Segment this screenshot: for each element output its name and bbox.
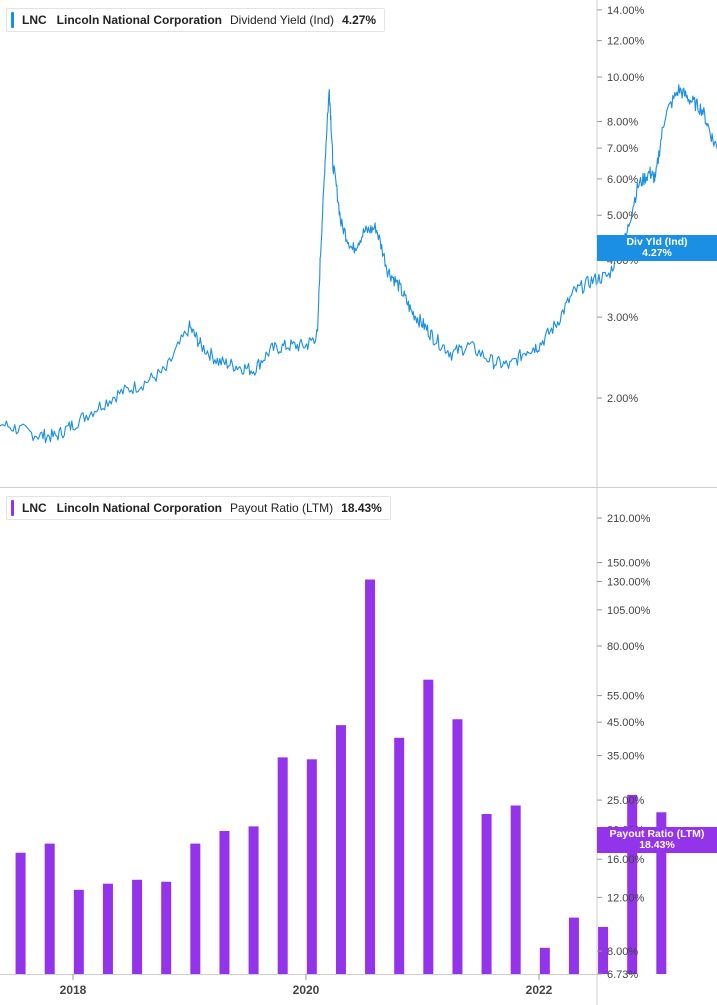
bar-payout-ratio [73, 889, 84, 974]
bar-payout-ratio [539, 947, 550, 974]
bar-payout-ratio [510, 805, 521, 974]
bar-payout-ratio [656, 812, 667, 974]
bar-payout-ratio [248, 826, 259, 974]
y-tick-label: 3.00% [607, 312, 638, 324]
y-tick-label: 210.00% [607, 513, 651, 525]
y-tick-label: 10.00% [607, 72, 645, 84]
y-tick-label: 150.00% [607, 558, 651, 570]
tag-label: Payout Ratio (LTM) [609, 828, 705, 840]
bar-payout-ratio [44, 843, 55, 974]
bar-payout-ratio [568, 917, 579, 974]
bar-payout-ratio [423, 679, 434, 974]
series-color-swatch [11, 500, 14, 516]
bar-payout-ratio [161, 881, 172, 974]
y-tick-label: 6.00% [607, 174, 638, 186]
y-tick-label: 12.00% [607, 892, 645, 904]
legend-company: Lincoln National Corporation [56, 501, 222, 515]
bar-payout-ratio [306, 759, 317, 974]
legend-ticker: LNC [22, 501, 47, 515]
y-tick-label: 25.00% [607, 795, 645, 807]
y-tick-label: 130.00% [607, 577, 651, 589]
x-tick-label: 2018 [60, 983, 87, 997]
bar-payout-ratio [219, 830, 230, 974]
legend-company: Lincoln National Corporation [56, 13, 222, 27]
series-color-swatch [11, 12, 14, 28]
bar-payout-ratio [335, 725, 346, 974]
bar-payout-ratio [277, 757, 288, 974]
bar-payout-ratio [481, 814, 492, 974]
bottom-legend[interactable]: LNC Lincoln National Corporation Payout … [6, 496, 391, 520]
legend-value: 18.43% [341, 501, 382, 515]
bar-payout-ratio [627, 794, 638, 974]
y-tick-label: 2.00% [607, 393, 638, 405]
y-tick-label: 5.00% [607, 210, 638, 222]
y-tick-label: 14.00% [607, 5, 645, 17]
tag-label: Div Yld (Ind) [626, 236, 688, 248]
y-tick-label: 8.00% [607, 117, 638, 129]
y-tick-label: 55.00% [607, 691, 645, 703]
tag-value: 4.27% [642, 247, 672, 259]
bar-payout-ratio [102, 883, 113, 974]
bar-payout-ratio [394, 737, 405, 974]
bar-payout-ratio [598, 926, 609, 974]
legend-metric: Payout Ratio (LTM) [230, 501, 334, 515]
legend-metric: Dividend Yield (Ind) [230, 13, 335, 27]
y-tick-label: 8.00% [607, 946, 638, 958]
yield-value-tag: Div Yld (Ind) 4.27% [597, 235, 717, 261]
y-tick-label: 7.00% [607, 143, 638, 155]
top-legend[interactable]: LNC Lincoln National Corporation Dividen… [6, 8, 386, 32]
y-tick-label: 35.00% [607, 750, 645, 762]
yield-line [0, 84, 717, 444]
payout-bars [15, 579, 667, 974]
x-tick-label: 2022 [526, 983, 553, 997]
y-tick-label: 80.00% [607, 641, 645, 653]
y-tick-label: 16.00% [607, 854, 645, 866]
y-tick-label: 12.00% [607, 36, 645, 48]
series-line-dividend-yield [0, 84, 717, 444]
y-tick-label: 45.00% [607, 717, 645, 729]
payout-value-tag: Payout Ratio (LTM) 18.43% [597, 827, 717, 853]
bar-payout-ratio [15, 852, 26, 974]
bar-payout-ratio [365, 579, 376, 974]
bar-payout-ratio [190, 843, 201, 974]
y-tick-label: 105.00% [607, 605, 651, 617]
legend-value: 4.27% [342, 13, 377, 27]
legend-ticker: LNC [22, 13, 47, 27]
bar-payout-ratio [452, 719, 463, 974]
bar-payout-ratio [132, 879, 143, 974]
x-tick-label: 2020 [293, 983, 320, 997]
y-tick-label: 6.73% [607, 969, 638, 981]
tag-value: 18.43% [639, 839, 675, 851]
